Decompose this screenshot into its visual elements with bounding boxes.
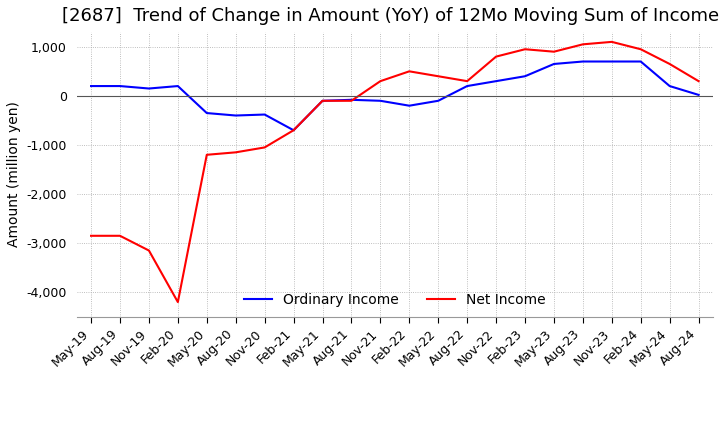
Ordinary Income bbox=[521, 73, 529, 79]
Net Income bbox=[636, 47, 645, 52]
Ordinary Income bbox=[636, 59, 645, 64]
Line: Net Income: Net Income bbox=[91, 42, 698, 302]
Ordinary Income bbox=[549, 61, 558, 66]
Ordinary Income bbox=[579, 59, 588, 64]
Ordinary Income bbox=[174, 84, 182, 89]
Net Income bbox=[665, 61, 674, 66]
Net Income bbox=[261, 145, 269, 150]
Net Income bbox=[376, 78, 384, 84]
Net Income bbox=[289, 128, 298, 133]
Ordinary Income bbox=[463, 84, 472, 89]
Net Income bbox=[463, 78, 472, 84]
Y-axis label: Amount (million yen): Amount (million yen) bbox=[7, 102, 21, 247]
Ordinary Income bbox=[145, 86, 153, 91]
Net Income bbox=[492, 54, 500, 59]
Net Income bbox=[608, 39, 616, 44]
Net Income bbox=[549, 49, 558, 54]
Net Income bbox=[202, 152, 211, 158]
Net Income bbox=[347, 98, 356, 103]
Ordinary Income bbox=[694, 92, 703, 98]
Net Income bbox=[318, 98, 327, 103]
Net Income bbox=[116, 233, 125, 238]
Ordinary Income bbox=[261, 112, 269, 117]
Line: Ordinary Income: Ordinary Income bbox=[91, 62, 698, 130]
Net Income bbox=[174, 300, 182, 305]
Ordinary Income bbox=[376, 98, 384, 103]
Ordinary Income bbox=[434, 98, 443, 103]
Net Income bbox=[434, 73, 443, 79]
Ordinary Income bbox=[231, 113, 240, 118]
Net Income bbox=[231, 150, 240, 155]
Net Income bbox=[579, 42, 588, 47]
Net Income bbox=[86, 233, 95, 238]
Title: [2687]  Trend of Change in Amount (YoY) of 12Mo Moving Sum of Incomes: [2687] Trend of Change in Amount (YoY) o… bbox=[62, 7, 720, 25]
Ordinary Income bbox=[405, 103, 413, 108]
Net Income bbox=[145, 248, 153, 253]
Net Income bbox=[521, 47, 529, 52]
Ordinary Income bbox=[116, 84, 125, 89]
Ordinary Income bbox=[202, 110, 211, 116]
Ordinary Income bbox=[665, 84, 674, 89]
Ordinary Income bbox=[86, 84, 95, 89]
Net Income bbox=[405, 69, 413, 74]
Ordinary Income bbox=[492, 78, 500, 84]
Net Income bbox=[694, 78, 703, 84]
Ordinary Income bbox=[608, 59, 616, 64]
Ordinary Income bbox=[318, 98, 327, 103]
Ordinary Income bbox=[347, 97, 356, 103]
Ordinary Income bbox=[289, 128, 298, 133]
Legend: Ordinary Income, Net Income: Ordinary Income, Net Income bbox=[239, 288, 551, 313]
